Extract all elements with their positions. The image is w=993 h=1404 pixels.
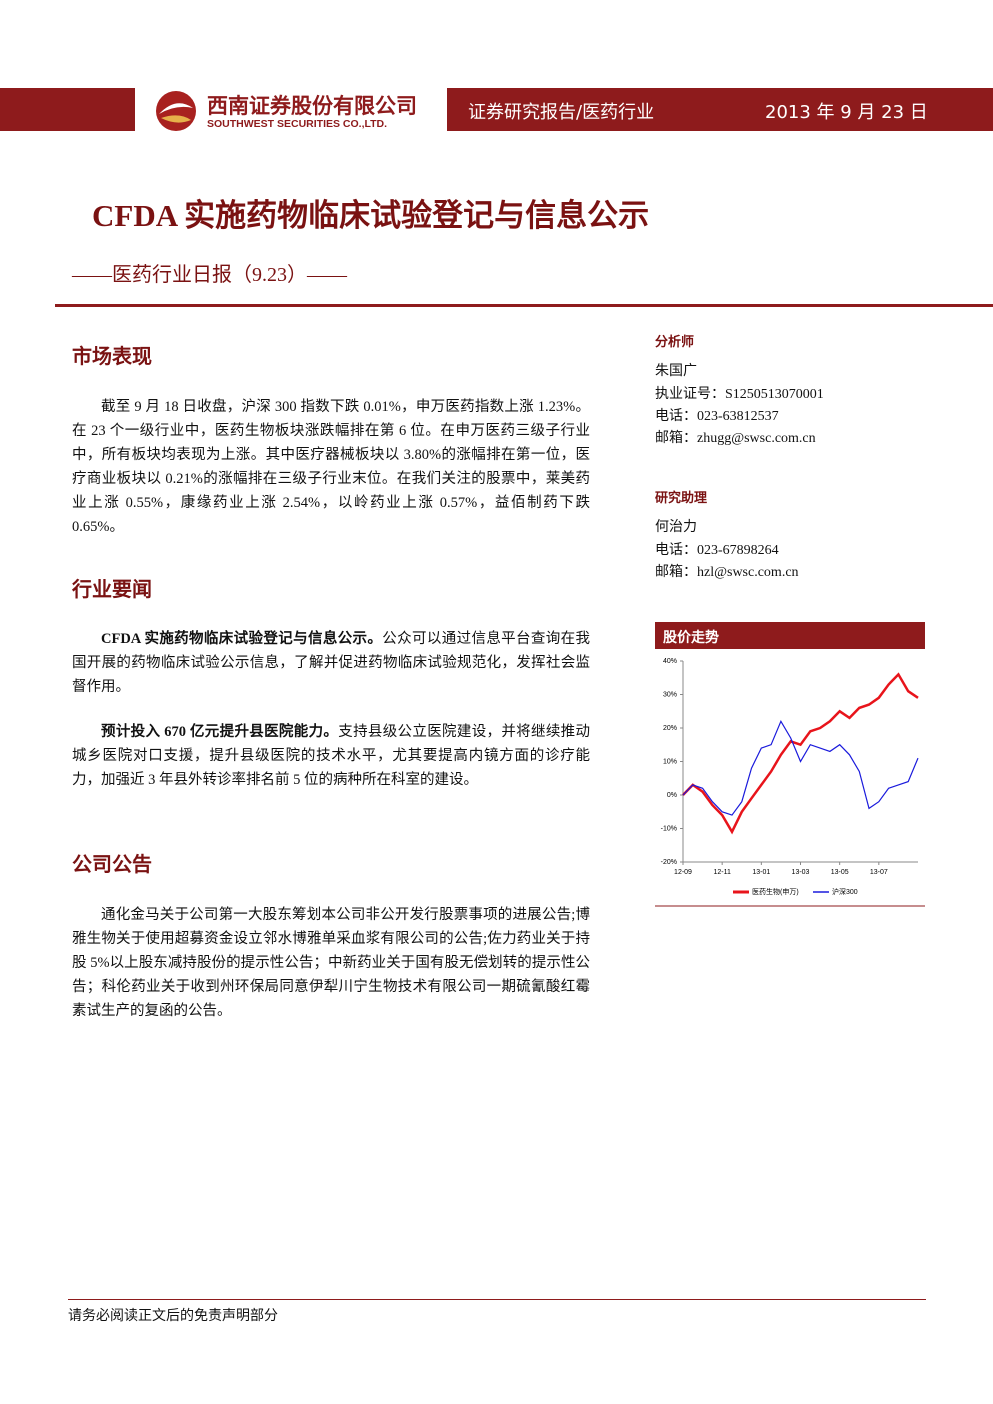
section-heading: 市场表现 (72, 344, 152, 368)
assistant-name: 何治力 (655, 520, 697, 535)
section-heading: 行业要闻 (72, 577, 152, 601)
y-tick-label: 20% (663, 725, 677, 732)
x-tick-label: 13-01 (752, 869, 770, 876)
paragraph: CFDA 实施药物临床试验登记与信息公示。公众可以通过信息平台查询在我国开展的药… (72, 627, 590, 699)
y-tick-label: 0% (667, 792, 677, 799)
company-cn: 西南证券股份有限公司 (207, 94, 417, 118)
analyst-info: 执业证号：S1250513070001 (655, 387, 824, 402)
paragraph: 截至 9 月 18 日收盘，沪深 300 指数下跌 0.01%，申万医药指数上涨… (72, 399, 590, 535)
chart-header (655, 622, 925, 649)
logo-box: 西南证券股份有限公司 SOUTHWEST SECURITIES CO.,LTD. (135, 84, 447, 134)
sidebar-heading: 研究助理 (655, 491, 708, 506)
assistant-info: 邮箱：hzl@swsc.com.cn (655, 565, 799, 580)
company-en: SOUTHWEST SECURITIES CO.,LTD. (207, 118, 388, 130)
paragraph: 预计投入 670 亿元提升县医院能力。支持县级公立医院建设，并将继续推动城乡医院… (72, 720, 590, 792)
sidebar-heading: 分析师 (655, 335, 695, 350)
y-tick-label: 10% (663, 758, 677, 765)
chart: 40% 30% 20% 10% 0% -10% -20% 12-09 12-11 13-01 13-… (655, 658, 925, 907)
para-lead: 预计投入 670 亿元提升县医院能力。 (101, 724, 339, 740)
legend-label: 医药生物(申万) (752, 887, 799, 896)
analyst-info: 电话：023-63812537 (655, 409, 779, 424)
legend-label: 沪深300 (832, 887, 858, 896)
y-tick-label: 30% (663, 691, 677, 698)
subtitle: ——医药行业日报（9.23）—— (72, 264, 347, 286)
title: CFDA 实施药物临床试验登记与信息公示 (92, 198, 650, 233)
para-text: 公众可以通过信息平台查询在我国开展的药物临床试验公示信息，了解并促进药物临床试验… (72, 631, 590, 695)
logo-icon (156, 91, 196, 131)
series-line (682, 719, 919, 816)
y-tick-label: -20% (661, 859, 677, 866)
report-date: 2013 年 9 月 23 日 (765, 102, 928, 123)
chart-title: 股价走势 (663, 630, 719, 646)
x-tick-label: 13-03 (792, 869, 810, 876)
report-type: 证券研究报告/医药行业 (468, 102, 655, 123)
footer-rule (68, 1299, 926, 1300)
para-text: 支持县级公立医院建设，并将继续推动城乡医院对口支援，提升县级医院的技术水平，尤其… (72, 724, 590, 788)
x-tick-label: 13-05 (831, 869, 849, 876)
x-tick-label: 12-11 (713, 869, 730, 876)
x-tick-label: 13-07 (870, 869, 888, 876)
y-tick-label: 40% (663, 658, 677, 665)
analyst-name: 朱国广 (655, 364, 697, 379)
section-heading: 公司公告 (72, 852, 152, 876)
analyst-info: 邮箱：zhugg@swsc.com.cn (655, 431, 816, 446)
y-tick-label: -10% (661, 825, 677, 832)
divider (55, 304, 993, 307)
para-lead: CFDA 实施药物临床试验登记与信息公示。 (101, 631, 383, 647)
assistant-info: 电话：023-67898264 (655, 543, 779, 558)
x-tick-label: 12-09 (674, 869, 692, 876)
paragraph: 通化金马关于公司第一大股东筹划本公司非公开发行股票事项的进展公告;博雅生物关于使… (72, 907, 590, 1019)
footer-note: 请务必阅读正文后的免责声明部分 (68, 1309, 278, 1324)
series-line (682, 672, 919, 835)
